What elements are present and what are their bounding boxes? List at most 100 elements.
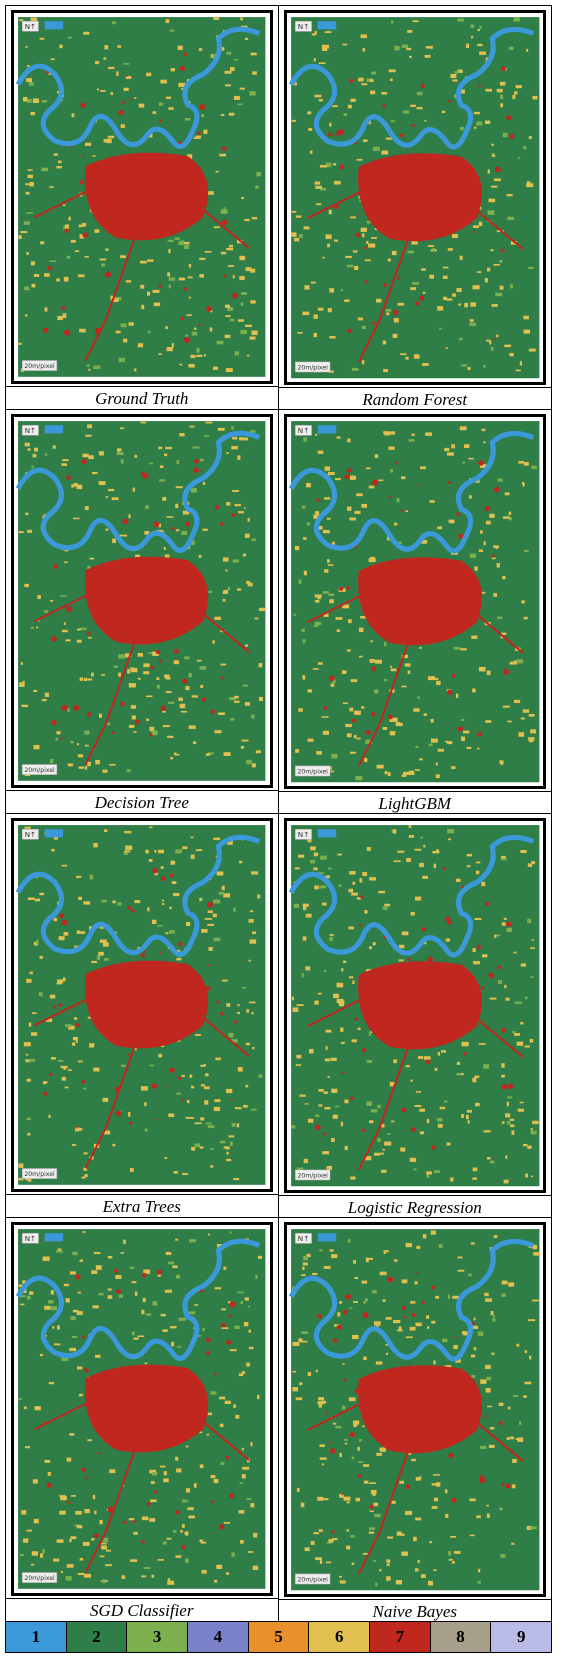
crop-patch [363, 1464, 369, 1467]
crop-patch [450, 1536, 456, 1538]
crop-patch [389, 731, 395, 735]
crop-patch [71, 1495, 76, 1497]
crop-patch [31, 1564, 34, 1566]
crop-patch [214, 1099, 220, 1102]
crop-patch [469, 1535, 474, 1537]
crop-patch [497, 479, 502, 482]
crop-patch [32, 1012, 37, 1014]
settlement [392, 596, 396, 600]
crop-patch [185, 1558, 189, 1562]
crop-patch [420, 466, 426, 469]
crop-patch [233, 559, 239, 562]
settlement [43, 328, 48, 333]
crop-patch [345, 724, 352, 727]
crop-patch [437, 306, 443, 310]
crop-patch [382, 907, 387, 910]
crop-patch [36, 627, 38, 629]
crop-patch [442, 1339, 447, 1342]
settlement [451, 674, 455, 678]
crop-patch [339, 1580, 345, 1583]
crop-patch [297, 332, 302, 334]
crop-patch [213, 367, 218, 370]
crop-patch [527, 1146, 531, 1149]
crop-patch [58, 161, 61, 164]
crop-patch [24, 584, 29, 587]
crop-patch [25, 183, 30, 185]
crop-patch [314, 95, 321, 98]
crop-patch [207, 924, 214, 926]
crop-patch [502, 706, 509, 708]
crop-patch [500, 103, 503, 107]
crop-patch [119, 535, 126, 537]
crop-patch [238, 511, 244, 513]
crop-patch [528, 136, 531, 139]
crop-patch [478, 667, 485, 672]
crop-patch [134, 455, 137, 458]
crop-patch [408, 835, 413, 838]
crop-patch [192, 447, 199, 449]
crop-patch [350, 99, 355, 102]
legend: 123456789 [6, 1622, 551, 1652]
crop-patch [133, 488, 135, 492]
settlement [202, 697, 206, 701]
crop-patch [333, 994, 339, 998]
crop-patch [118, 654, 125, 658]
crop-patch [34, 448, 38, 452]
crop-patch [336, 629, 339, 632]
crop-patch [44, 1306, 50, 1310]
crop-patch [480, 530, 483, 533]
crop-patch [443, 1100, 446, 1102]
crop-patch [27, 1079, 31, 1082]
crop-patch [29, 1059, 35, 1062]
crop-patch [390, 431, 395, 434]
crop-patch [340, 289, 342, 291]
settlement [448, 481, 451, 484]
settlement [73, 705, 79, 711]
crop-patch [468, 458, 473, 460]
settlement [362, 1312, 368, 1318]
crop-patch [339, 1453, 342, 1457]
crop-patch [457, 1256, 462, 1258]
settlement [364, 280, 367, 283]
crop-patch [248, 1306, 250, 1308]
crop-patch [30, 182, 34, 187]
crop-patch [422, 1234, 425, 1238]
crop-patch [33, 1479, 38, 1483]
crop-patch [506, 928, 512, 932]
crop-patch [64, 932, 69, 936]
crop-patch [240, 18, 243, 21]
crop-patch [161, 1314, 166, 1316]
crop-patch [361, 706, 364, 708]
crop-patch [527, 919, 531, 923]
crop-patch [328, 868, 331, 870]
settlement [449, 1400, 452, 1403]
crop-patch [386, 1559, 390, 1562]
crop-patch [24, 287, 29, 291]
crop-patch [227, 52, 232, 55]
crop-patch [240, 88, 245, 90]
crop-patch [251, 871, 258, 874]
crop-patch [360, 34, 367, 38]
crop-patch [18, 343, 22, 345]
crop-patch [146, 73, 151, 76]
crop-patch [175, 849, 182, 853]
crop-patch [341, 670, 346, 674]
crop-patch [176, 1275, 180, 1279]
crop-patch [152, 1472, 157, 1475]
crop-patch [355, 776, 362, 780]
crop-patch [422, 363, 429, 366]
crop-patch [360, 228, 366, 232]
crop-patch [462, 462, 465, 464]
crop-patch [394, 1259, 397, 1262]
settlement [133, 1520, 136, 1523]
crop-patch [342, 702, 347, 704]
crop-patch [474, 918, 481, 920]
crop-patch [87, 424, 92, 428]
crop-patch [474, 566, 477, 570]
crop-patch [432, 851, 439, 853]
crop-patch [377, 1138, 380, 1142]
settlement [230, 1301, 236, 1307]
crop-patch [499, 82, 505, 86]
crop-patch [411, 434, 414, 436]
settlement [443, 231, 448, 236]
